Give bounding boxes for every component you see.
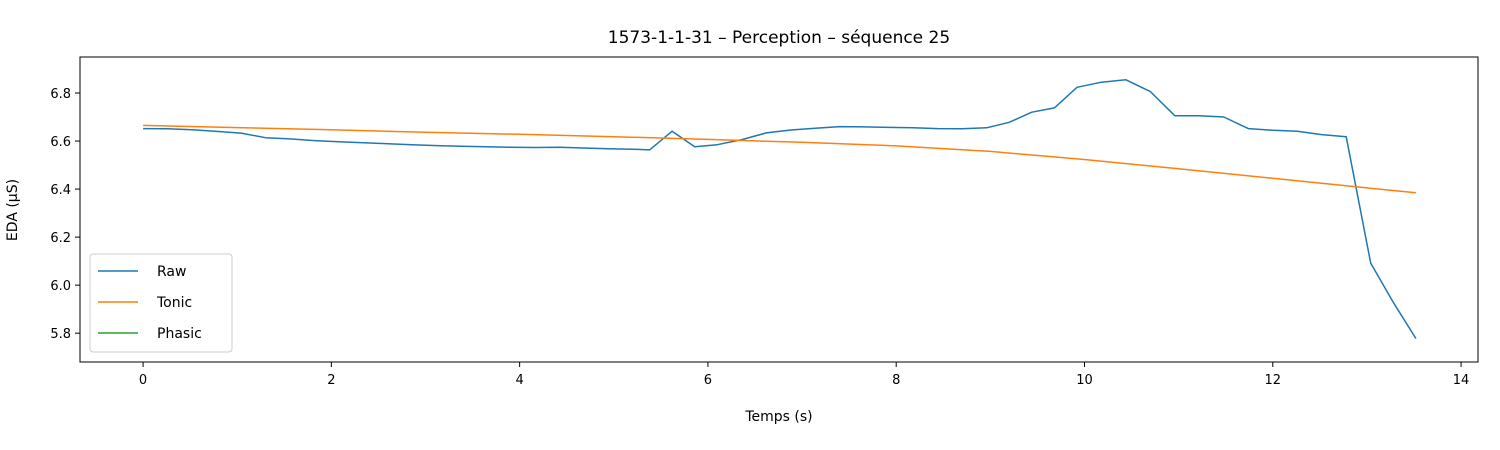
series-line-raw: [143, 79, 1417, 339]
x-axis-label: Temps (s): [744, 409, 812, 425]
y-tick-label: 6.0: [50, 279, 71, 294]
x-tick-label: 4: [515, 373, 523, 388]
y-tick-label: 6.2: [50, 231, 71, 246]
legend-label-phasic: Phasic: [157, 326, 202, 342]
legend-label-raw: Raw: [157, 264, 186, 280]
x-tick-label: 12: [1264, 373, 1281, 388]
legend: Raw Tonic Phasic: [89, 253, 233, 353]
x-tick-label: 8: [892, 373, 900, 388]
x-tick-label: 6: [704, 373, 712, 388]
legend-label-tonic: Tonic: [156, 295, 192, 311]
y-tick-label: 6.4: [50, 183, 71, 198]
y-axis-label: EDA (µS): [5, 179, 21, 241]
chart-title: 1573-1-1-31 – Perception – séquence 25: [608, 28, 950, 48]
x-tick-label: 0: [139, 373, 147, 388]
x-axis: 0 2 4 6 8 10 12 14: [139, 362, 1469, 388]
y-tick-label: 5.8: [50, 327, 71, 342]
x-tick-label: 14: [1453, 373, 1470, 388]
y-axis: 5.8 6.0 6.2 6.4 6.6 6.8: [50, 87, 80, 342]
plot-area: [79, 56, 1479, 363]
x-tick-label: 2: [327, 373, 335, 388]
legend-box: [89, 253, 233, 353]
y-tick-label: 6.6: [50, 135, 71, 150]
plot-frame: [79, 56, 1479, 363]
series-line-tonic: [143, 124, 1416, 194]
x-tick-label: 10: [1076, 373, 1093, 388]
y-tick-label: 6.8: [50, 87, 71, 102]
